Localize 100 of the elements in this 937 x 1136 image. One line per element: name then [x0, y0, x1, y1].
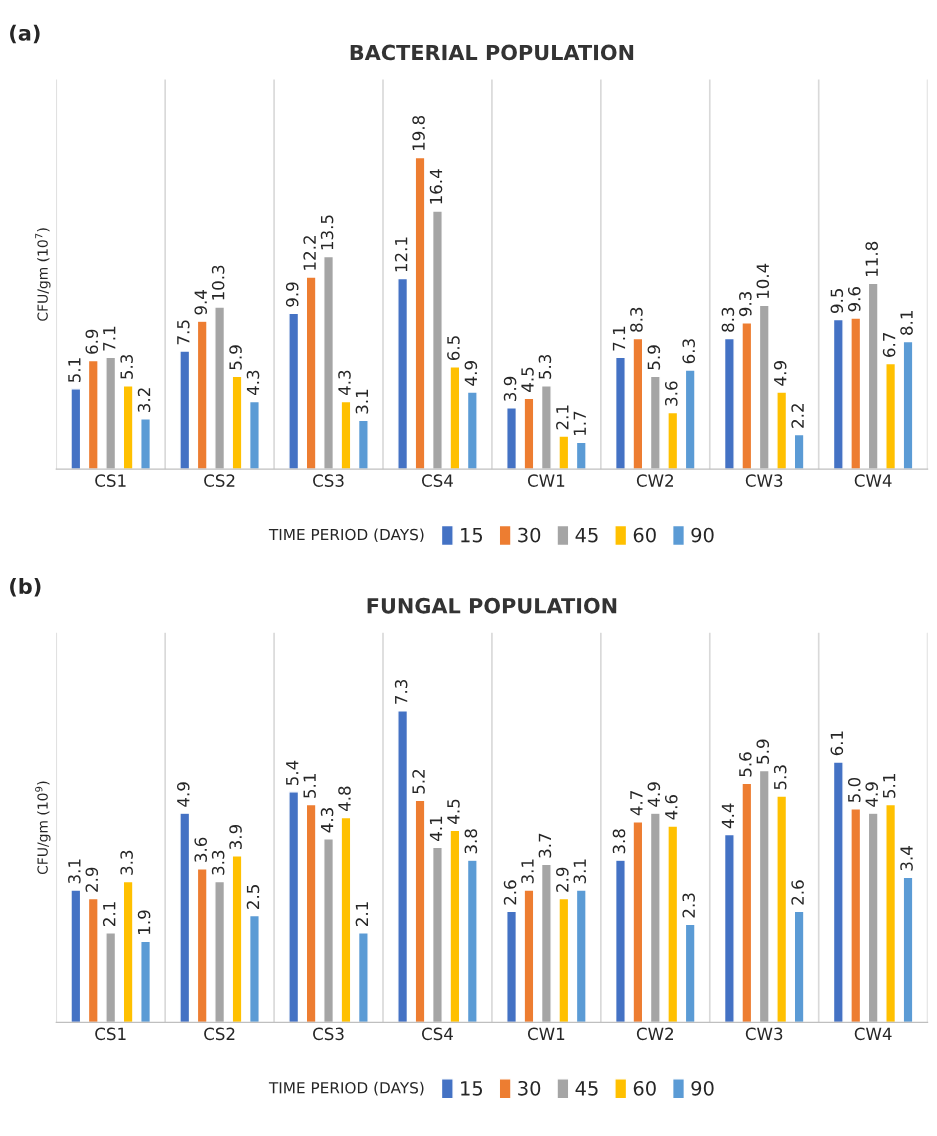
bar [575, 441, 587, 470]
bar [832, 318, 844, 470]
bar [776, 795, 788, 1023]
legend-label: 90 [691, 527, 714, 543]
data-label: 4.9 [865, 782, 878, 807]
bar [832, 761, 844, 1023]
bar [723, 833, 735, 1023]
bar [540, 385, 552, 470]
data-label: 8.1 [900, 311, 913, 335]
data-label: 12.1 [394, 237, 408, 272]
legend-label: 15 [461, 527, 483, 543]
bar [867, 282, 879, 470]
data-label: 10.3 [211, 265, 225, 300]
bar [793, 433, 805, 470]
bar [357, 419, 369, 470]
bar [323, 838, 335, 1023]
data-label: 5.1 [68, 358, 81, 383]
bar [179, 350, 191, 470]
bar [214, 306, 226, 470]
bar [140, 418, 152, 470]
bar [449, 366, 461, 470]
data-label: 1.9 [137, 910, 151, 934]
bar [288, 791, 300, 1023]
data-label: 4.6 [664, 794, 678, 820]
bar [357, 932, 369, 1023]
bar [466, 859, 478, 1023]
bar [649, 375, 661, 470]
data-label: 8.3 [630, 307, 643, 332]
bar [867, 812, 879, 1023]
data-label: 3.9 [229, 824, 242, 850]
y-axis-title: CFU/gm (10$^{9}$) [35, 781, 51, 875]
bar [632, 337, 644, 470]
data-label: 5.0 [847, 777, 861, 803]
data-label: 3.1 [521, 859, 534, 884]
x-tick-label: CS1 [95, 474, 126, 487]
bar [614, 859, 626, 1023]
bar [87, 359, 99, 470]
data-label: 2.1 [556, 405, 569, 430]
x-tick-label: CW2 [636, 1027, 674, 1041]
data-label: 3.4 [900, 846, 913, 871]
bar [614, 356, 626, 470]
x-tick-label: CS2 [204, 474, 235, 487]
bar [214, 880, 226, 1023]
y-axis-title: CFU/gm (10$^{7}$) [35, 228, 51, 321]
data-label: 5.9 [647, 345, 661, 370]
bar [449, 829, 461, 1023]
bar [758, 304, 770, 470]
bar [340, 400, 352, 470]
data-label: 7.1 [612, 326, 626, 351]
x-tick-label: CW4 [854, 1027, 892, 1041]
bar [776, 391, 788, 470]
data-label: 4.8 [338, 786, 351, 812]
x-tick-label: CW3 [745, 474, 783, 487]
data-label: 5.3 [538, 354, 552, 379]
data-label: 3.1 [573, 859, 587, 884]
bar [122, 880, 134, 1023]
x-tick-label: CS4 [421, 474, 453, 487]
text: (a) [10, 24, 40, 44]
bar [414, 799, 426, 1023]
legend-label: 15 [461, 1081, 483, 1096]
bar [70, 889, 82, 1023]
data-label: 19.8 [412, 115, 425, 151]
bar [231, 855, 243, 1023]
data-label: 3.6 [194, 837, 208, 862]
bar [340, 816, 352, 1023]
bar [723, 337, 735, 470]
data-label: 13.5 [320, 215, 334, 250]
bar [558, 897, 570, 1023]
data-label: 9.6 [847, 287, 861, 312]
x-tick-label: CW2 [636, 474, 674, 487]
data-label: 4.5 [447, 799, 460, 824]
data-label: 3.3 [120, 850, 133, 875]
data-label: 2.9 [556, 867, 569, 892]
bar [885, 362, 897, 470]
bar [414, 156, 426, 470]
bar [466, 391, 478, 470]
data-label: 2.3 [682, 893, 696, 918]
data-label: 4.3 [246, 370, 260, 396]
data-label: 3.7 [538, 833, 552, 858]
data-label: 5.3 [120, 354, 133, 379]
bar [684, 923, 696, 1023]
bar [850, 317, 862, 470]
legend-label: 60 [633, 527, 656, 543]
data-label: 9.9 [285, 282, 299, 307]
chart-title: FUNGAL POPULATION [367, 597, 617, 614]
data-label: 5.9 [229, 345, 242, 370]
bar [684, 369, 696, 470]
bar [248, 400, 260, 470]
bar [288, 312, 300, 470]
data-label: 5.2 [412, 769, 425, 794]
data-label: 2.5 [246, 885, 260, 909]
legend-label: 90 [691, 1080, 714, 1096]
data-label: 7.5 [177, 320, 190, 345]
data-label: 4.9 [773, 361, 787, 386]
x-tick-label: CS3 [313, 1027, 344, 1041]
data-label: 2.1 [102, 902, 116, 926]
data-label: 3.3 [211, 850, 225, 875]
x-tick-label: CS3 [313, 474, 344, 487]
x-tick-label: CW1 [527, 1027, 565, 1041]
data-label: 3.1 [355, 389, 369, 414]
